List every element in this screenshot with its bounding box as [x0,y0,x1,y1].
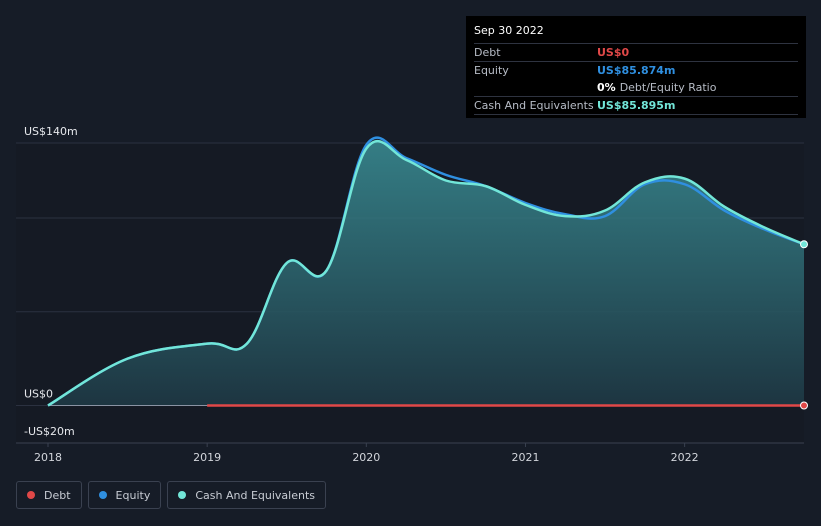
x-tick-label: 2018 [34,451,62,464]
cash-series-line [47,140,805,407]
y-tick-label: US$140m [24,125,78,138]
tooltip-debt-value: US$0 [597,46,630,59]
tooltip-cash-value: US$85.895m [597,99,676,112]
tooltip-equity-value: US$85.874m [597,64,676,77]
legend-equity-label: Equity [115,488,151,502]
legend-item-debt[interactable]: Debt [16,481,82,509]
tooltip-equity-label: Equity [474,64,509,77]
tooltip-ratio-value: 0% [597,81,616,94]
cash-end-marker [800,240,808,249]
x-tick-label: 2020 [352,451,380,464]
y-tick-label: US$0 [24,388,53,401]
tooltip-date: Sep 30 2022 [474,24,798,44]
tooltip-ratio-label: Debt/Equity Ratio [619,81,717,94]
tooltip-debt-label: Debt [474,46,501,59]
legend-item-cash[interactable]: Cash And Equivalents [167,481,326,509]
tooltip-cash-label: Cash And Equivalents [474,99,594,112]
y-tick-label: -US$20m [24,425,75,438]
debt-dot-icon [27,491,35,499]
cash-area-fill [48,141,804,406]
legend-debt-label: Debt [44,488,71,502]
x-tick-label: 2019 [193,451,221,464]
legend-cash-label: Cash And Equivalents [195,488,315,502]
x-tick-label: 2021 [511,451,539,464]
legend-item-equity[interactable]: Equity [87,481,162,509]
tooltip-equity-row: Equity US$85.874m [474,62,798,79]
tooltip-cash-row: Cash And Equivalents US$85.895m [474,97,798,115]
cash-dot-icon [178,491,187,499]
tooltip: Sep 30 2022 Debt US$0 Equity US$85.874m … [466,16,806,118]
debt-end-marker [800,401,808,410]
equity-dot-icon [98,491,107,499]
x-tick-label: 2022 [671,451,699,464]
tooltip-debt-row: Debt US$0 [474,44,798,62]
tooltip-ratio-row: 0% Debt/Equity Ratio [474,79,798,97]
legend: Debt Equity Cash And Equivalents [16,481,326,509]
